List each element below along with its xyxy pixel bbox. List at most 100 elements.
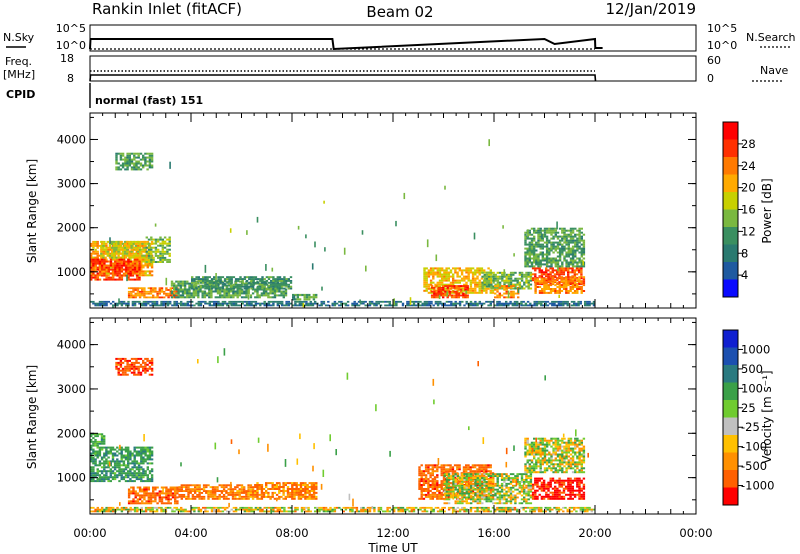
nsky-series (89, 37, 603, 51)
velocity-colorbar: 1000 500 100 25 -25 -100 -500 -1000 Velocity [m… (722, 329, 774, 506)
v-patch-0 (90, 446, 154, 483)
velocity-colorbar-cell-1 (723, 347, 738, 366)
power-colorbar: 28 24 20 16 12 8 4 Power [dB] (722, 121, 774, 298)
x-tick-1: 04:00 (174, 526, 207, 540)
velocity-colorbar-tick-2: 100 (741, 381, 763, 395)
power-colorbar-cell-2 (723, 157, 738, 175)
x-tick-5: 20:00 (578, 526, 611, 540)
v-scatter (108, 348, 589, 515)
velocity-y-label: Slant Range [km] (25, 365, 39, 469)
velocity-colorbar-cell-7 (723, 452, 738, 471)
power-y-tick-3000: 3000 (57, 177, 86, 191)
power-colorbar-tick-5: 8 (741, 246, 748, 260)
velocity-colorbar-label: Velocity [m s⁻¹] (760, 370, 774, 463)
velocity-colorbar-tick-3: 25 (741, 401, 756, 415)
nave-label: Nave (760, 64, 788, 77)
z-patch-8 (292, 293, 318, 301)
power-colorbar-tick-0: 28 (741, 137, 756, 151)
power-colorbar-tick-4: 12 (741, 224, 756, 238)
power-y-tick-2000: 2000 (57, 221, 86, 235)
velocity-colorbar-cell-2 (723, 365, 738, 383)
nsearch-label: N.Search (746, 31, 796, 44)
power-colorbar-tick-6: 4 (741, 268, 748, 282)
power-data (90, 139, 596, 308)
power-x-minor-ticks (89, 113, 697, 308)
x-tick-3: 12:00 (376, 526, 409, 540)
v-patch-2 (115, 357, 154, 376)
z-patch-16 (90, 300, 596, 307)
z-patch-3 (145, 236, 171, 263)
velocity-colorbar-cell-5 (723, 417, 738, 436)
freq-tick-top: 18 (60, 52, 74, 65)
v-patch-7 (443, 473, 533, 505)
freq-strip: 18 8 60 0 Freq. [MHz] Nave (3, 52, 788, 85)
z-patch-12 (494, 285, 520, 299)
x-tick-0: 00:00 (73, 526, 106, 540)
nsky-right-tick-top: 10^5 (707, 22, 737, 35)
power-colorbar-cell-0 (723, 122, 738, 140)
velocity-colorbar-tick-4: -25 (741, 420, 760, 434)
velocity-y-tick-2000: 2000 (57, 426, 86, 440)
power-y-tick-1000: 1000 (57, 265, 86, 279)
velocity-colorbar-cell-4 (723, 400, 738, 418)
x-tick-2: 08:00 (275, 526, 308, 540)
x-axis-ticks: 00:00 04:00 08:00 12:00 16:00 20:00 00:00 (73, 526, 712, 540)
power-panel: 4000 3000 2000 1000 Slant Range [km] (25, 112, 697, 309)
series-nsky (89, 37, 603, 51)
freq-label: Freq. (5, 55, 32, 68)
power-colorbar-cells (723, 122, 738, 298)
power-colorbar-tick-2: 20 (741, 181, 756, 195)
velocity-colorbar-cells (723, 330, 738, 506)
date-title: 12/Jan/2019 (606, 0, 697, 18)
x-tick-6: 00:00 (679, 526, 712, 540)
velocity-y-tick-3000: 3000 (57, 382, 86, 396)
nsky-right-tick-bottom: 10^0 (707, 39, 737, 52)
v-patch-4 (178, 484, 255, 500)
nsky-left-tick-bottom: 10^0 (56, 39, 86, 52)
velocity-y-ticks: 4000 3000 2000 1000 (57, 321, 696, 501)
velocity-x-minor-ticks (89, 318, 697, 514)
velocity-colorbar-cell-9 (723, 487, 738, 506)
v-patch-10 (90, 506, 596, 513)
beam-title: Beam 02 (366, 3, 433, 21)
station-title: Rankin Inlet (fitACF) (92, 0, 242, 18)
cpid-text: normal (fast) 151 (95, 94, 203, 107)
z-scatter (109, 139, 584, 308)
power-y-ticks: 4000 3000 2000 1000 (57, 116, 696, 295)
z-patch-4 (115, 152, 154, 171)
power-colorbar-cell-5 (723, 209, 738, 228)
v-patch-1 (90, 433, 106, 447)
freq-unit-label: [MHz] (3, 68, 35, 81)
velocity-y-tick-4000: 4000 (57, 338, 86, 352)
velocity-colorbar-cell-3 (723, 382, 738, 401)
velocity-colorbar-cell-6 (723, 435, 738, 453)
cpid-label: CPID (6, 88, 35, 101)
velocity-colorbar-tick-1: 500 (741, 362, 763, 376)
z-patch-10 (430, 285, 469, 299)
power-colorbar-cell-6 (723, 227, 738, 245)
freq-series (89, 70, 597, 82)
power-colorbar-cell-3 (723, 174, 738, 193)
power-colorbar-label: Power [dB] (760, 178, 774, 243)
velocity-colorbar-ticks: 1000 500 100 25 -25 -100 -500 -1000 (738, 342, 774, 493)
nave-tick-bottom: 0 (707, 72, 714, 85)
z-patch-1 (90, 258, 141, 281)
series-freq (89, 74, 597, 82)
power-colorbar-cell-8 (723, 262, 738, 280)
velocity-data (90, 348, 596, 515)
velocity-y-tick-1000: 1000 (57, 471, 86, 485)
v-patch-3 (127, 486, 179, 505)
velocity-colorbar-tick-7: -1000 (741, 479, 774, 493)
power-colorbar-cell-7 (723, 244, 738, 263)
nsky-label: N.Sky (3, 31, 35, 44)
velocity-colorbar-tick-0: 1000 (741, 342, 770, 356)
x-tick-4: 16:00 (477, 526, 510, 540)
nsky-left-tick-top: 10^5 (56, 22, 86, 35)
x-axis-label: Time UT (367, 541, 418, 554)
z-patch-14 (534, 276, 586, 294)
velocity-colorbar-cell-0 (723, 330, 738, 348)
nsky-strip: 10^5 10^0 10^5 10^0 N.Sky N.Search (3, 22, 796, 52)
power-colorbar-cell-9 (723, 279, 738, 298)
z-patch-15 (524, 227, 586, 268)
